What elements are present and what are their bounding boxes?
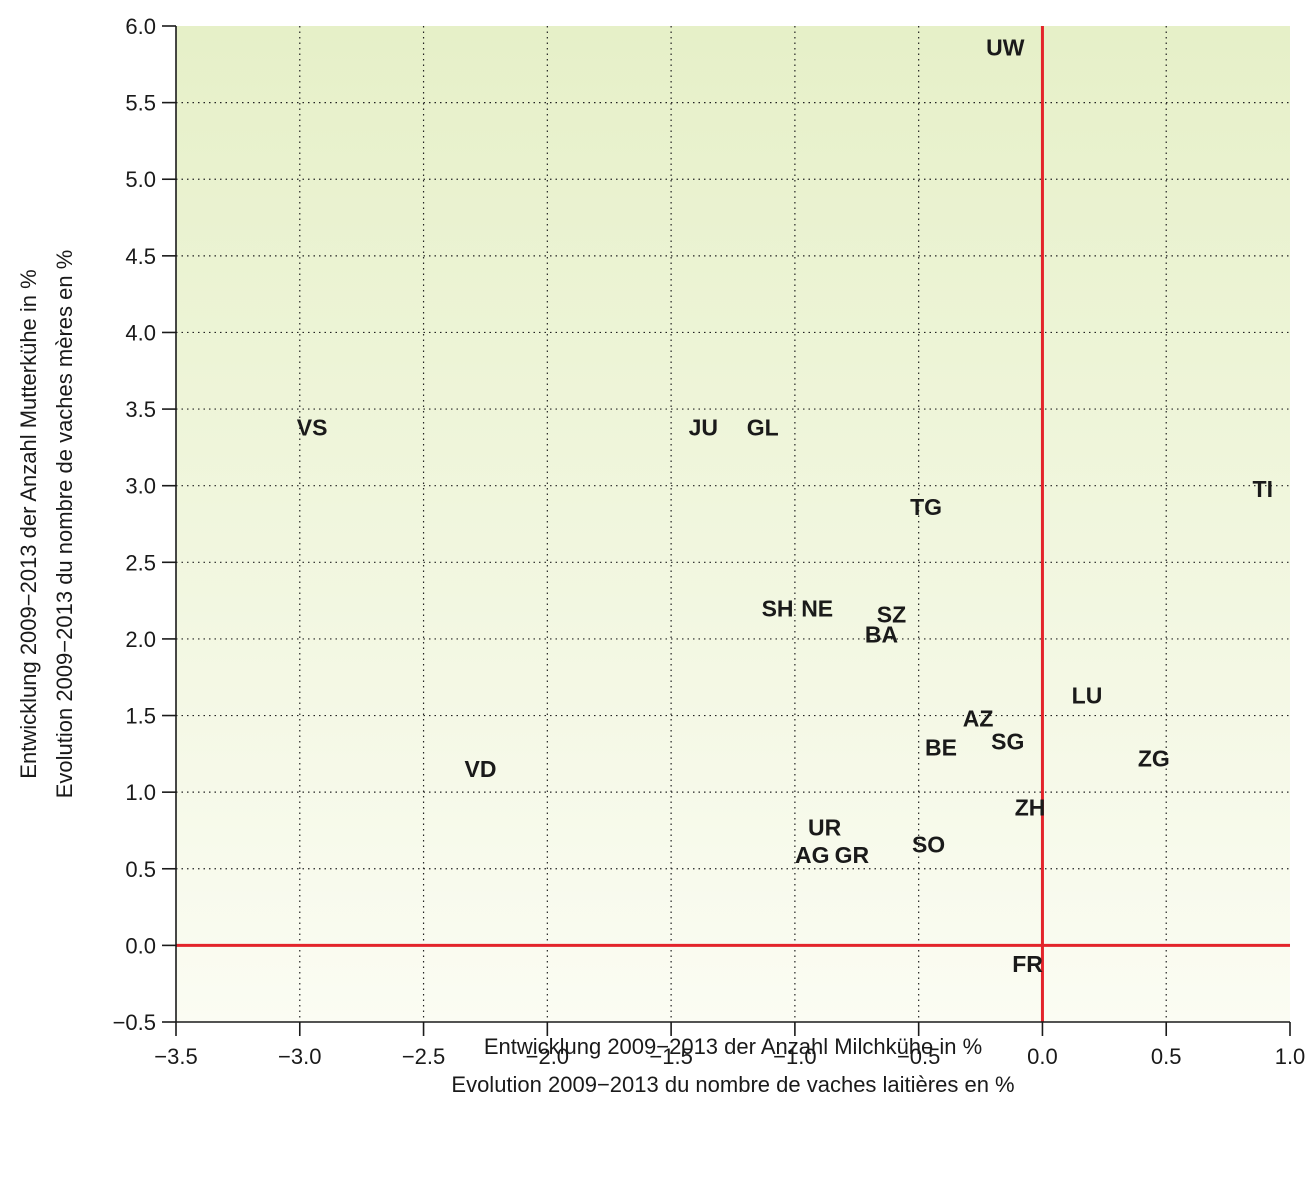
point-label-vd: VD	[465, 756, 497, 782]
point-label-sh: SH	[762, 595, 794, 621]
point-label-sg: SG	[991, 729, 1024, 755]
x-tick-label: 0.0	[1027, 1044, 1058, 1069]
x-tick-label: −2.0	[526, 1044, 569, 1069]
point-label-sz: SZ	[877, 601, 906, 627]
y-tick-label: 4.5	[125, 244, 156, 269]
point-label-ne: NE	[801, 595, 833, 621]
point-label-tg: TG	[910, 494, 942, 520]
point-label-ba: BA	[865, 621, 898, 647]
y-tick-label: 3.5	[125, 397, 156, 422]
point-label-ju: JU	[689, 414, 718, 440]
y-tick-label: 3.0	[125, 474, 156, 499]
point-label-lu: LU	[1072, 683, 1103, 709]
point-label-fr: FR	[1012, 951, 1043, 977]
y-tick-label: 1.0	[125, 780, 156, 805]
x-tick-label: −1.0	[773, 1044, 816, 1069]
point-label-gr: GR	[835, 842, 870, 868]
x-axis-title-fr: Evolution 2009−2013 du nombre de vaches …	[451, 1072, 1014, 1097]
x-tick-label: −1.5	[649, 1044, 692, 1069]
plot-background	[176, 26, 1290, 1022]
y-tick-label: 5.0	[125, 167, 156, 192]
point-label-gl: GL	[747, 414, 779, 440]
point-label-uw: UW	[986, 34, 1025, 60]
y-tick-label: 0.5	[125, 857, 156, 882]
y-tick-label: 2.5	[125, 550, 156, 575]
y-axis-title: Entwicklung 2009−2013 der Anzahl Mutterk…	[16, 269, 41, 778]
x-tick-label: −3.5	[154, 1044, 197, 1069]
y-tick-label: −0.5	[113, 1010, 156, 1035]
y-tick-label: 6.0	[125, 14, 156, 39]
x-axis-title: Entwicklung 2009−2013 der Anzahl Milchkü…	[484, 1034, 982, 1059]
point-label-az: AZ	[963, 706, 994, 732]
point-label-ti: TI	[1253, 476, 1273, 502]
y-axis-title-fr: Evolution 2009−2013 du nombre de vaches …	[52, 250, 77, 799]
x-tick-label: −2.5	[402, 1044, 445, 1069]
point-label-ag: AG	[795, 842, 830, 868]
reference-lines	[176, 26, 1290, 1022]
y-tick-label: 2.0	[125, 627, 156, 652]
x-tick-label: −3.0	[278, 1044, 321, 1069]
point-label-zg: ZG	[1138, 745, 1170, 771]
y-tick-label: 0.0	[125, 933, 156, 958]
point-label-vs: VS	[297, 414, 328, 440]
y-tick-label: 4.0	[125, 320, 156, 345]
point-label-be: BE	[925, 735, 957, 761]
x-tick-label: −0.5	[897, 1044, 940, 1069]
y-tick-label: 5.5	[125, 91, 156, 116]
point-label-so: SO	[912, 831, 945, 857]
y-tick-label: 1.5	[125, 704, 156, 729]
x-tick-label: 0.5	[1151, 1044, 1182, 1069]
point-label-zh: ZH	[1015, 794, 1046, 820]
point-label-ur: UR	[808, 814, 842, 840]
axes: −0.5 0.0 0.5 1.0 1.5 2.0 2.5 3.0 3.5 4.0 4.5 5.0 5.5…	[113, 14, 1306, 1069]
x-tick-label: 1.0	[1275, 1044, 1306, 1069]
